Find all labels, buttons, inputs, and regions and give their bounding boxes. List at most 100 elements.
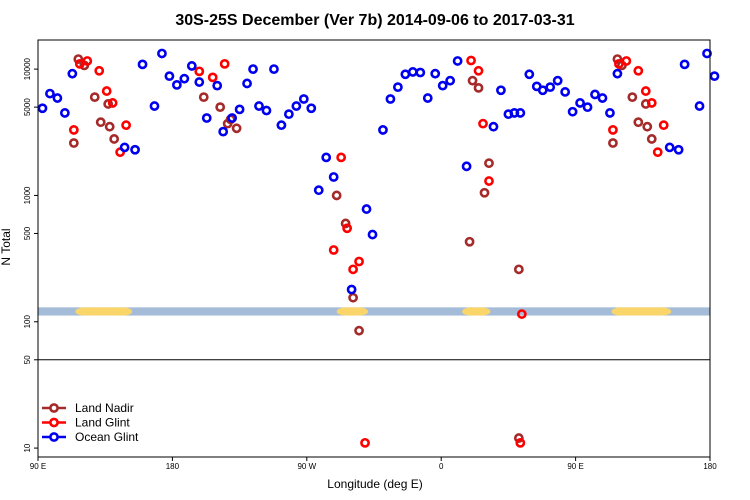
land-nadir-point <box>467 75 478 86</box>
land-nadir-point <box>198 92 209 103</box>
ocean-glint-point <box>298 94 309 104</box>
land-glint-point <box>516 309 527 319</box>
land-nadir-point <box>109 134 120 144</box>
ocean-glint-point <box>415 67 426 78</box>
x-tick-label: 180 <box>703 462 717 471</box>
legend-marker <box>49 403 59 413</box>
land-glint-point <box>68 125 79 135</box>
legend-label: Land Nadir <box>75 401 134 415</box>
land-glint-point <box>658 120 669 131</box>
x-tick-label: 0 <box>439 462 444 471</box>
ocean-glint-point <box>306 103 317 114</box>
y-axis: 10 50 100 500 1000 5000 10000 <box>23 57 38 453</box>
land-nadir-point <box>348 292 358 303</box>
land-nadir-point <box>89 92 100 103</box>
ocean-glint-point <box>673 144 684 155</box>
ocean-glint-point <box>407 67 418 77</box>
land-nadir-point <box>479 187 490 198</box>
land-nadir-point <box>513 264 524 275</box>
ocean-glint-point <box>67 68 78 79</box>
ocean-glint-point <box>164 71 175 82</box>
land-nadir-point <box>354 325 364 336</box>
ocean-glint-point <box>545 82 556 93</box>
ocean-glint-point <box>537 85 548 96</box>
ocean-glint-point <box>702 48 712 59</box>
band-background <box>38 307 710 316</box>
ocean-glint-point <box>149 101 160 111</box>
y-tick-label: 100 <box>23 315 32 329</box>
ocean-glint-point <box>392 82 403 93</box>
y-axis-label: N Total <box>0 228 13 265</box>
ocean-glint-point <box>694 101 705 111</box>
ocean-glint-point <box>605 108 615 118</box>
land-nadir-point <box>627 92 638 103</box>
ocean-glint-point <box>201 113 212 123</box>
ocean-glint-point <box>378 125 388 135</box>
x-axis: 90 E 180 90 W 0 90 E 180 <box>30 457 717 471</box>
ocean-glint-point <box>261 105 272 116</box>
ocean-glint-point <box>515 108 526 118</box>
ocean-glint-point <box>254 101 264 111</box>
ocean-glint-point <box>59 108 70 118</box>
ocean-glint-point <box>430 68 441 79</box>
land-glint-point <box>121 120 132 131</box>
ocean-glint-point <box>248 64 258 75</box>
ocean-glint-point <box>679 59 690 70</box>
land-nadir-point <box>612 54 623 65</box>
ocean-glint-point <box>367 229 378 240</box>
land-nadir-point <box>513 433 524 443</box>
plot-frame <box>37 39 711 458</box>
land-nadir-point <box>331 190 342 201</box>
ocean-glint-point <box>291 101 302 111</box>
land-nadir-point <box>104 121 115 132</box>
land-glint-point <box>646 98 657 108</box>
land-glint-point <box>94 65 105 76</box>
ocean-glint-point <box>445 75 456 86</box>
land-glint-point <box>194 66 205 77</box>
x-axis-label: Longitude (deg E) <box>327 477 422 491</box>
land-glint-point <box>360 437 370 448</box>
land-nadir-point <box>473 83 484 93</box>
ocean-glint-point <box>452 56 463 66</box>
ocean-glint-point <box>157 48 167 59</box>
land-glint-point <box>101 86 112 96</box>
ocean-glint-point <box>242 78 252 89</box>
band-highlight <box>336 307 369 316</box>
land-glint-point <box>342 223 353 234</box>
land-glint-point <box>633 65 644 76</box>
ocean-glint-point <box>575 98 585 108</box>
land-glint-point <box>354 256 364 267</box>
ocean-glint-point <box>119 142 130 153</box>
legend-marker <box>49 432 59 442</box>
data-points <box>37 48 720 448</box>
land-glint-point <box>640 86 651 96</box>
ocean-glint-point <box>560 87 571 97</box>
land-nadir-point <box>68 138 79 148</box>
legend-marker <box>49 417 59 428</box>
coverage-band <box>38 307 710 316</box>
ocean-glint-point <box>283 109 294 120</box>
ocean-glint-point <box>179 73 190 84</box>
land-glint-point <box>107 98 118 108</box>
y-tick-label: 1000 <box>23 186 32 204</box>
ocean-glint-point <box>313 185 324 196</box>
ocean-glint-point <box>186 61 197 71</box>
ocean-glint-point <box>328 172 339 182</box>
land-nadir-point <box>633 117 644 128</box>
land-glint-point <box>652 147 663 158</box>
ocean-glint-point <box>346 284 357 295</box>
band-highlight <box>75 307 133 316</box>
ocean-glint-point <box>52 93 63 103</box>
ocean-glint-point <box>496 85 506 96</box>
land-glint-point <box>348 264 358 275</box>
ocean-glint-point <box>361 204 372 214</box>
legend-label: Ocean Glint <box>75 430 139 444</box>
ocean-glint-point <box>227 113 238 123</box>
land-nadir-point <box>608 138 618 148</box>
y-tick-label: 5000 <box>23 98 32 116</box>
ocean-glint-point <box>37 103 48 114</box>
land-glint-point <box>82 56 93 66</box>
ocean-glint-point <box>130 144 140 155</box>
ocean-glint-point <box>321 152 332 163</box>
